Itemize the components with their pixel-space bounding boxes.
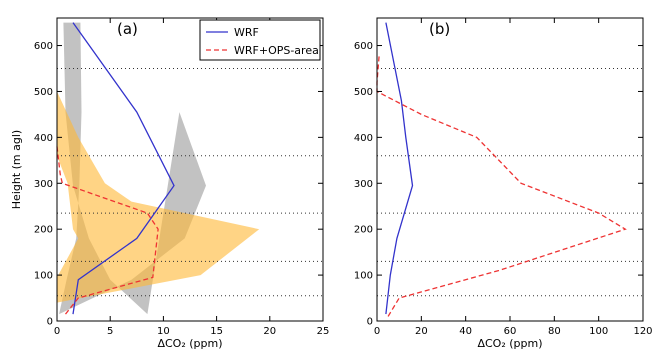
y-tick-label: 500 <box>354 87 373 98</box>
x-tick-label: 20 <box>263 326 276 337</box>
series-line-wrf <box>385 22 414 315</box>
y-tick-label: 400 <box>354 133 373 144</box>
plot-frame <box>376 17 644 322</box>
y-tick-label: 300 <box>34 179 53 190</box>
x-tick-label: 25 <box>317 326 330 337</box>
y-tick-label: 0 <box>367 317 373 328</box>
y-tick-label: 500 <box>34 87 53 98</box>
y-tick-label: 300 <box>354 179 373 190</box>
x-tick-label: 100 <box>589 326 608 337</box>
x-tick-label: 5 <box>107 326 113 337</box>
x-axis-label: ΔCO₂ (ppm) <box>157 337 222 350</box>
y-tick-label: 200 <box>34 225 53 236</box>
x-tick-label: 60 <box>504 326 517 337</box>
panel-b: 0 20 40 60 80 100 120 0 100 200 300 400 500 600 ΔCO₂ (… <box>354 17 653 350</box>
y-tick-label: 600 <box>34 41 53 52</box>
x-tick-label: 10 <box>157 326 170 337</box>
x-tick-label: 120 <box>633 326 652 337</box>
y-axis-label: Height (m agl) <box>10 130 23 209</box>
panel-label: (b) <box>429 20 450 38</box>
panel-label: (a) <box>117 20 138 38</box>
x-tick-label: 20 <box>415 326 428 337</box>
y-tick-label: 400 <box>34 133 53 144</box>
y-tick-label: 100 <box>34 271 53 282</box>
plot-frame <box>56 17 324 322</box>
x-tick-label: 0 <box>374 326 380 337</box>
x-axis-label: ΔCO₂ (ppm) <box>477 337 542 350</box>
x-tick-label: 15 <box>210 326 223 337</box>
series-line-wrf-ops-area <box>56 146 159 315</box>
series-line-wrf <box>72 22 175 315</box>
legend-label: WRF <box>234 26 259 39</box>
y-tick-label: 600 <box>354 41 373 52</box>
x-tick-label: 80 <box>548 326 561 337</box>
spread-band-1 <box>57 91 260 303</box>
x-tick-label: 0 <box>54 326 60 337</box>
x-tick-label: 40 <box>459 326 472 337</box>
panel-a: 0 5 10 15 20 25 0 100 200 300 400 500 600 ΔCO₂ (ppm) H… <box>10 17 330 350</box>
y-tick-label: 200 <box>354 225 373 236</box>
legend-box <box>199 19 321 61</box>
legend-label: WRF+OPS-area <box>234 44 319 57</box>
y-tick-label: 100 <box>354 271 373 282</box>
y-tick-label: 0 <box>47 317 53 328</box>
series-line-wrf-ops-area <box>376 54 627 317</box>
